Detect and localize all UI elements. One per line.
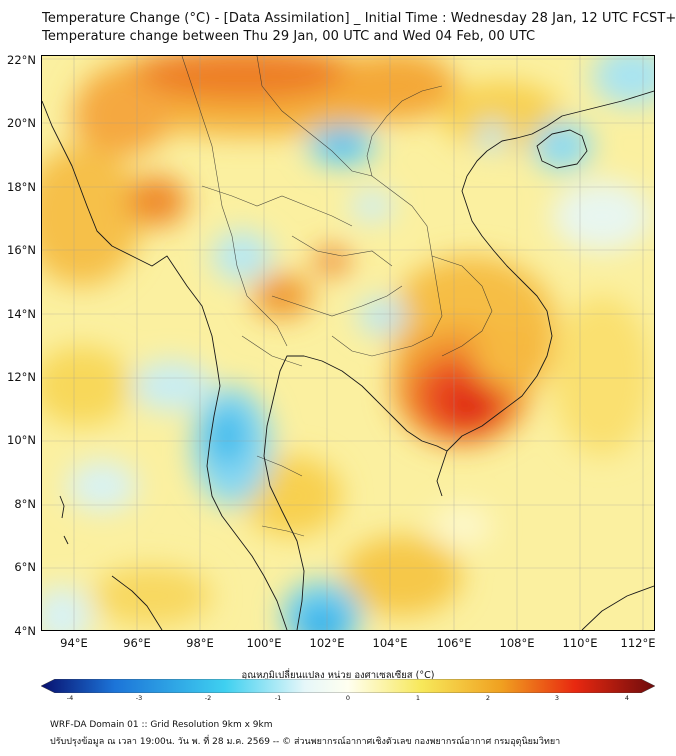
lon-label-98: 98°E bbox=[186, 636, 214, 650]
lon-label-102: 102°E bbox=[310, 636, 345, 650]
temperature-change-map bbox=[41, 55, 655, 631]
colorbar-tick: 2 bbox=[486, 694, 490, 702]
lat-label-6: 6°N bbox=[0, 560, 36, 574]
lon-label-106: 106°E bbox=[437, 636, 472, 650]
map-canvas bbox=[42, 56, 654, 630]
lat-label-10: 10°N bbox=[0, 433, 36, 447]
colorbar-tick: -4 bbox=[67, 694, 73, 702]
lat-label-18: 18°N bbox=[0, 180, 36, 194]
footer-update-info: ปรับปรุงข้อมูล ณ เวลา 19:00น. วัน พ. ที่… bbox=[50, 734, 560, 748]
footer-model-info: WRF-DA Domain 01 :: Grid Resolution 9km … bbox=[50, 720, 272, 730]
lat-label-12: 12°N bbox=[0, 370, 36, 384]
lat-label-14: 14°N bbox=[0, 307, 36, 321]
lat-label-20: 20°N bbox=[0, 116, 36, 130]
lon-label-104: 104°E bbox=[373, 636, 408, 650]
lon-label-112: 112°E bbox=[621, 636, 656, 650]
colorbar-tick: 4 bbox=[625, 694, 629, 702]
colorbar-tick: -2 bbox=[205, 694, 211, 702]
lon-label-110: 110°E bbox=[563, 636, 598, 650]
lat-label-8: 8°N bbox=[0, 497, 36, 511]
colorbar-tick: 0 bbox=[346, 694, 350, 702]
lat-label-22: 22°N bbox=[0, 53, 36, 67]
map-subtitle: Temperature change between Thu 29 Jan, 0… bbox=[42, 29, 535, 44]
colorbar-gradient bbox=[41, 679, 655, 693]
colorbar-tick: 3 bbox=[555, 694, 559, 702]
lon-label-94: 94°E bbox=[60, 636, 88, 650]
colorbar bbox=[41, 679, 655, 693]
colorbar-tick: -1 bbox=[275, 694, 281, 702]
colorbar-tick: 1 bbox=[416, 694, 420, 702]
lat-label-16: 16°N bbox=[0, 243, 36, 257]
lat-label-4: 4°N bbox=[0, 624, 36, 638]
lon-label-100: 100°E bbox=[247, 636, 282, 650]
map-title: Temperature Change (°C) - [Data Assimila… bbox=[42, 11, 676, 26]
colorbar-tick: -3 bbox=[136, 694, 142, 702]
lon-label-96: 96°E bbox=[123, 636, 151, 650]
lon-label-108: 108°E bbox=[500, 636, 535, 650]
